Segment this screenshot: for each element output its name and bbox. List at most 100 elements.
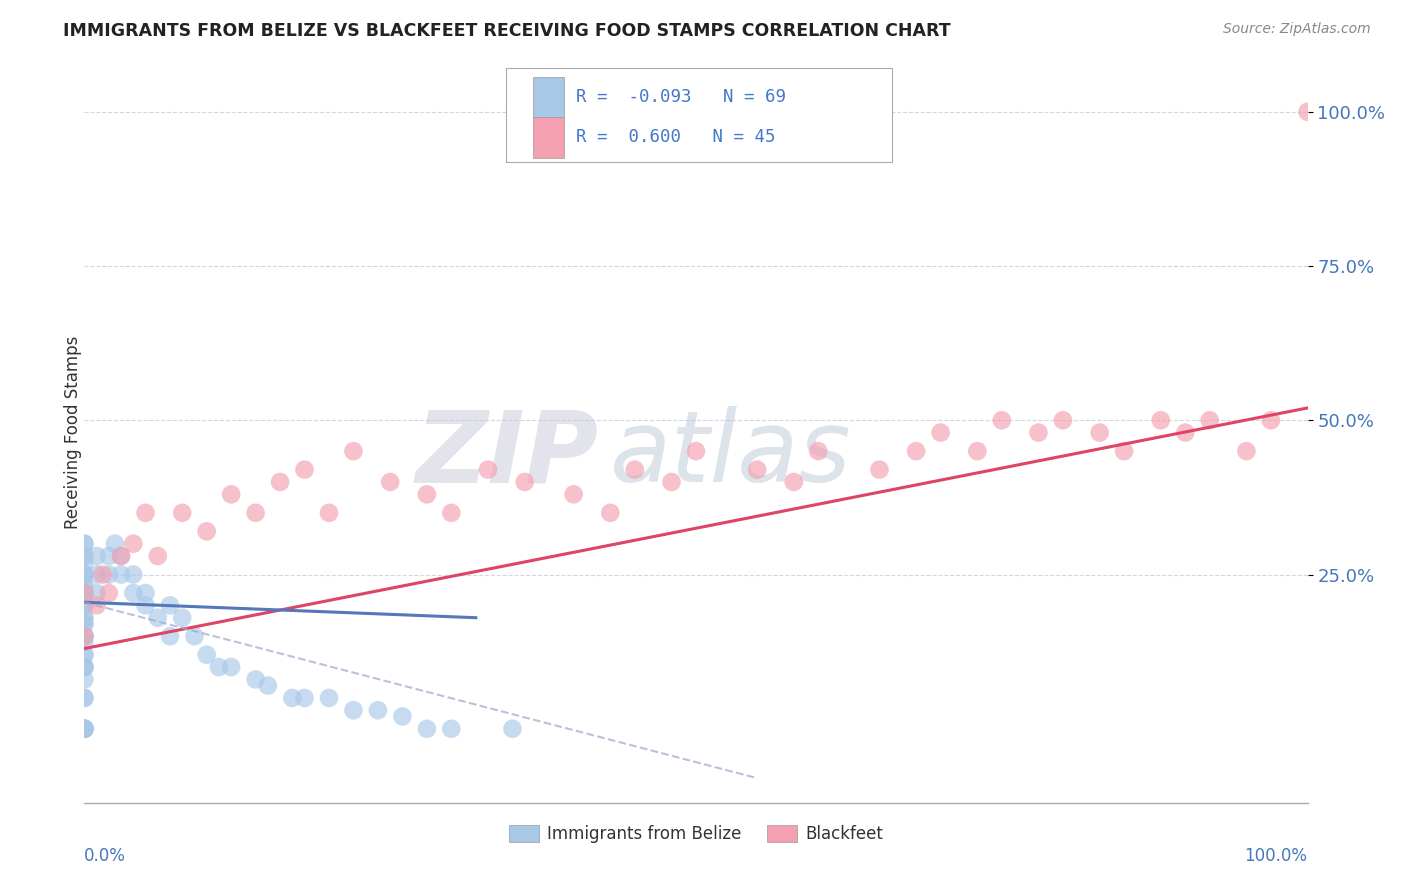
FancyBboxPatch shape — [506, 68, 891, 162]
Point — [783, 475, 806, 489]
Point — [73, 549, 96, 563]
Point — [416, 487, 439, 501]
Point — [257, 679, 280, 693]
Point — [1174, 425, 1197, 440]
Point — [73, 629, 96, 643]
Text: R =  -0.093   N = 69: R = -0.093 N = 69 — [576, 88, 786, 106]
Point — [208, 660, 231, 674]
Point — [73, 660, 96, 674]
Point — [73, 586, 96, 600]
Point — [146, 611, 169, 625]
Point — [73, 660, 96, 674]
Point — [135, 586, 157, 600]
Point — [1114, 444, 1136, 458]
Y-axis label: Receiving Food Stamps: Receiving Food Stamps — [65, 336, 82, 529]
Point — [1028, 425, 1050, 440]
Point — [685, 444, 707, 458]
Point — [624, 462, 647, 476]
Point — [380, 475, 402, 489]
Point — [73, 549, 96, 563]
Point — [73, 611, 96, 625]
Point — [135, 506, 157, 520]
Point — [73, 616, 96, 631]
Bar — [533, 117, 564, 158]
Point — [318, 506, 340, 520]
Point — [73, 722, 96, 736]
Point — [1088, 425, 1111, 440]
Point — [86, 586, 108, 600]
Point — [367, 703, 389, 717]
Point — [73, 629, 96, 643]
Point — [73, 722, 96, 736]
Point — [73, 635, 96, 649]
Text: Source: ZipAtlas.com: Source: ZipAtlas.com — [1223, 22, 1371, 37]
Point — [73, 629, 96, 643]
Point — [110, 549, 132, 563]
Point — [104, 536, 127, 550]
Text: atlas: atlas — [610, 407, 852, 503]
Point — [219, 660, 242, 674]
Point — [73, 690, 96, 705]
Point — [73, 599, 96, 613]
Point — [73, 536, 96, 550]
Point — [73, 722, 96, 736]
Point — [318, 690, 340, 705]
Point — [122, 536, 145, 550]
Point — [73, 611, 96, 625]
Text: ZIP: ZIP — [415, 407, 598, 503]
Point — [73, 648, 96, 662]
Point — [172, 611, 194, 625]
Point — [73, 567, 96, 582]
Point — [562, 487, 585, 501]
Point — [869, 462, 891, 476]
Point — [73, 616, 96, 631]
Point — [502, 722, 524, 736]
Legend: Immigrants from Belize, Blackfeet: Immigrants from Belize, Blackfeet — [502, 819, 890, 850]
Point — [195, 648, 218, 662]
Point — [342, 444, 364, 458]
Point — [122, 586, 145, 600]
Point — [73, 722, 96, 736]
Point — [97, 567, 120, 582]
Point — [97, 586, 120, 600]
Point — [146, 549, 169, 563]
Point — [929, 425, 952, 440]
Point — [294, 462, 316, 476]
Point — [245, 673, 267, 687]
Point — [342, 703, 364, 717]
Point — [73, 586, 96, 600]
Point — [294, 690, 316, 705]
Point — [110, 549, 132, 563]
Point — [73, 599, 96, 613]
Point — [416, 722, 439, 736]
Point — [73, 722, 96, 736]
Point — [219, 487, 242, 501]
Point — [269, 475, 291, 489]
Point — [73, 660, 96, 674]
Point — [73, 555, 96, 569]
Text: IMMIGRANTS FROM BELIZE VS BLACKFEET RECEIVING FOOD STAMPS CORRELATION CHART: IMMIGRANTS FROM BELIZE VS BLACKFEET RECE… — [63, 22, 950, 40]
Point — [245, 506, 267, 520]
Point — [391, 709, 413, 723]
Text: 100.0%: 100.0% — [1244, 847, 1308, 865]
Point — [73, 690, 96, 705]
Point — [440, 506, 463, 520]
Point — [281, 690, 304, 705]
Point — [73, 722, 96, 736]
Point — [1052, 413, 1074, 427]
Point — [477, 462, 499, 476]
Point — [159, 629, 181, 643]
Point — [513, 475, 536, 489]
Point — [110, 567, 132, 582]
Text: 0.0%: 0.0% — [84, 847, 127, 865]
Point — [440, 722, 463, 736]
Point — [1296, 104, 1319, 119]
Point — [73, 673, 96, 687]
Point — [1198, 413, 1220, 427]
Point — [172, 506, 194, 520]
Point — [73, 629, 96, 643]
Bar — [533, 77, 564, 118]
Point — [905, 444, 928, 458]
Point — [91, 567, 114, 582]
Point — [73, 722, 96, 736]
